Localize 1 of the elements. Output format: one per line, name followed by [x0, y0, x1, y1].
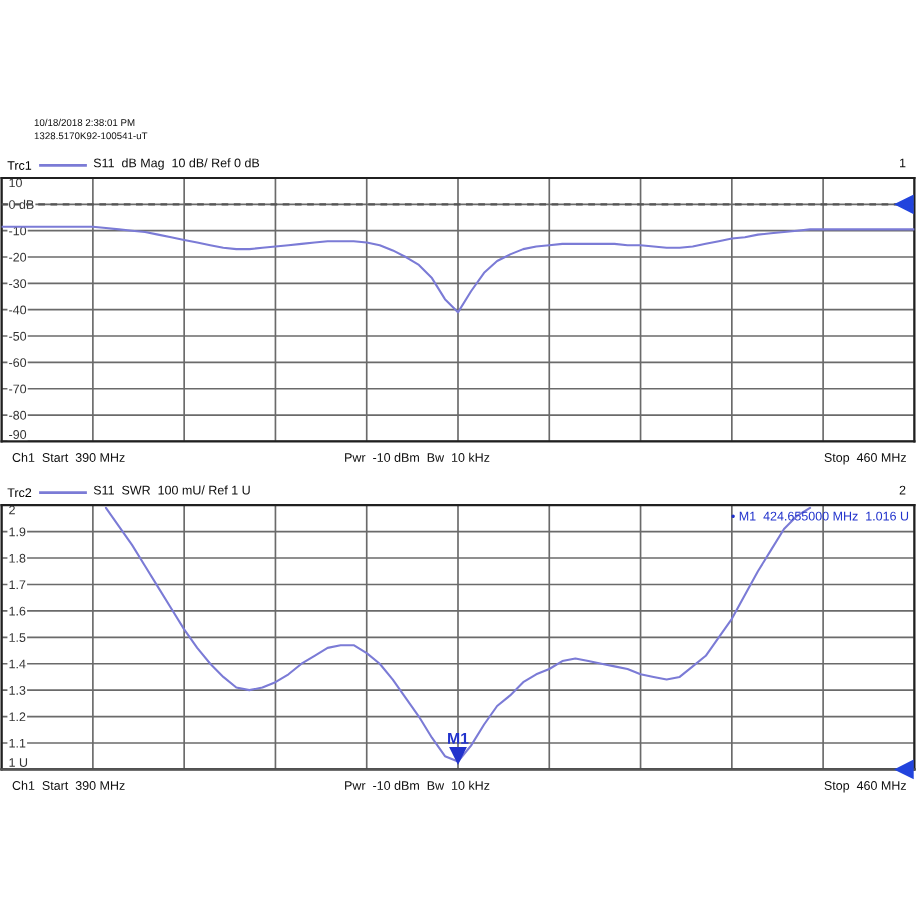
line-series: [1, 225, 915, 314]
